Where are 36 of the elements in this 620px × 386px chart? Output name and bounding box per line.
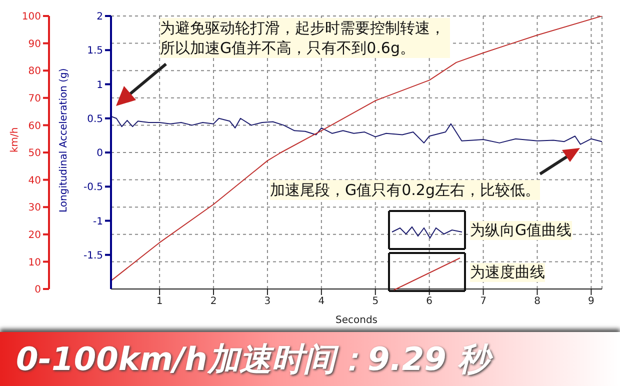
y-tick-label: 1.5 [87,46,103,57]
y2-tick-label: 30 [28,202,41,214]
y2-tick-label: 0 [34,284,41,296]
x-tick-label: 7 [480,296,486,308]
x-tick-label: 5 [372,296,379,308]
y2-tick-label: 60 [28,120,41,132]
y-tick-label: 1 [96,80,103,91]
x-axis-title: Seconds [335,315,378,326]
annotation: 为避免驱动轮打滑，起步时需要控制转速，所以加速G值并不高，只有不到0.6g。 [160,18,450,58]
y2-tick-label: 40 [28,175,41,186]
y-tick-label: -1.5 [83,250,103,262]
y-tick-label: 0 [96,148,103,160]
y-tick-label: -0.5 [83,182,103,194]
y2-tick-label: 10 [28,257,41,268]
y2-tick-label: 90 [28,38,41,50]
y2-tick-label: 70 [28,93,41,104]
y-tick-label: 2 [96,12,103,23]
x-tick-label: 2 [210,296,217,308]
x-tick-label: 8 [534,296,540,308]
y-tick-label: 0.5 [87,114,103,125]
annotation: 加速尾段，G值只有0.2g左右，比较低。 [270,180,540,200]
y2-tick-label: 20 [28,230,41,241]
legend-label: 为纵向G值曲线 [470,220,572,240]
y-axis-title: Longitudinal Acceleration (g) [58,68,70,212]
x-tick-label: 9 [588,296,594,308]
x-tick-label: 6 [426,296,433,308]
y-tick-label: -1 [93,216,103,228]
x-tick-label: 4 [318,296,325,308]
y2-tick-label: 100 [22,12,41,23]
y2-axis-title: km/h [10,127,21,152]
y2-tick-label: 80 [28,66,41,78]
y2-tick-label: 50 [28,148,41,160]
x-tick-label: 1 [156,296,163,308]
legend-label: 为速度曲线 [470,262,545,282]
x-tick-label: 3 [264,296,271,308]
line-series [111,116,602,145]
